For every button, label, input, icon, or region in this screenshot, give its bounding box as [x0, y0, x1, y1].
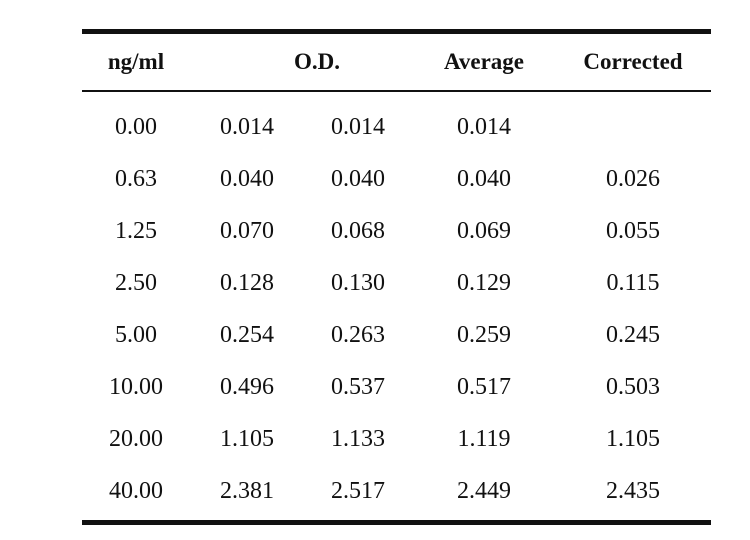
cell-corrected: 0.055: [606, 217, 660, 244]
table-row: 20.00 1.105 1.133 1.119 1.105: [82, 413, 711, 465]
cell-corrected: 0.503: [606, 373, 660, 400]
header-concentration: ng/ml: [107, 49, 165, 74]
cell-od-2: 0.040: [331, 165, 385, 192]
cell-od-2: 0.537: [331, 373, 385, 400]
cell-concentration: 5.00: [115, 321, 157, 348]
cell-od-1: 0.254: [220, 321, 274, 348]
table-top-rule: [82, 29, 711, 34]
cell-od-2: 0.130: [331, 269, 385, 296]
standard-curve-table: ng/ml O.D. Average Corrected 0.00 0.014 …: [82, 29, 711, 525]
table-row: 0.00 0.014 0.014 0.014: [82, 101, 711, 153]
cell-od-1: 0.014: [220, 113, 274, 140]
cell-od-1: 2.381: [220, 477, 274, 504]
cell-od-2: 2.517: [331, 477, 385, 504]
table-row: 0.63 0.040 0.040 0.040 0.026: [82, 153, 711, 205]
cell-od-1: 0.070: [220, 217, 274, 244]
cell-od-2: 0.014: [331, 113, 385, 140]
cell-concentration: 10.00: [109, 373, 163, 400]
cell-od-2: 1.133: [331, 425, 385, 452]
cell-od-1: 0.040: [220, 165, 274, 192]
cell-average: 0.014: [457, 113, 511, 140]
cell-concentration: 0.00: [115, 113, 157, 140]
header-corrected: Corrected: [583, 49, 683, 74]
cell-average: 2.449: [457, 477, 511, 504]
cell-average: 0.069: [457, 217, 511, 244]
cell-corrected: 0.115: [606, 269, 660, 296]
cell-od-1: 0.496: [220, 373, 274, 400]
cell-corrected: 0.026: [606, 165, 660, 192]
table-row: 10.00 0.496 0.537 0.517 0.503: [82, 361, 711, 413]
table-row: 40.00 2.381 2.517 2.449 2.435: [82, 465, 711, 517]
cell-average: 0.517: [457, 373, 511, 400]
cell-average: 0.040: [457, 165, 511, 192]
cell-average: 0.259: [457, 321, 511, 348]
cell-od-1: 1.105: [220, 425, 274, 452]
table-bottom-rule: [82, 520, 711, 525]
cell-concentration: 40.00: [109, 477, 163, 504]
cell-corrected: 0.245: [606, 321, 660, 348]
cell-concentration: 1.25: [115, 217, 157, 244]
cell-od-2: 0.068: [331, 217, 385, 244]
table-row: 5.00 0.254 0.263 0.259 0.245: [82, 309, 711, 361]
cell-concentration: 2.50: [115, 269, 157, 296]
table-row: 2.50 0.128 0.130 0.129 0.115: [82, 257, 711, 309]
cell-od-2: 0.263: [331, 321, 385, 348]
table-header-row: ng/ml O.D. Average Corrected: [82, 34, 711, 90]
header-average: Average: [443, 49, 525, 74]
cell-concentration: 20.00: [109, 425, 163, 452]
header-od: O.D.: [294, 49, 340, 74]
cell-corrected: 2.435: [606, 477, 660, 504]
cell-average: 1.119: [457, 425, 511, 452]
cell-concentration: 0.63: [115, 165, 157, 192]
cell-average: 0.129: [457, 269, 511, 296]
table-row: 1.25 0.070 0.068 0.069 0.055: [82, 205, 711, 257]
cell-od-1: 0.128: [220, 269, 274, 296]
cell-corrected: [560, 101, 706, 153]
table-body: 0.00 0.014 0.014 0.014 0.63 0.040 0.040 …: [82, 92, 711, 517]
table-header-rule: [82, 90, 711, 92]
cell-corrected: 1.105: [606, 425, 660, 452]
